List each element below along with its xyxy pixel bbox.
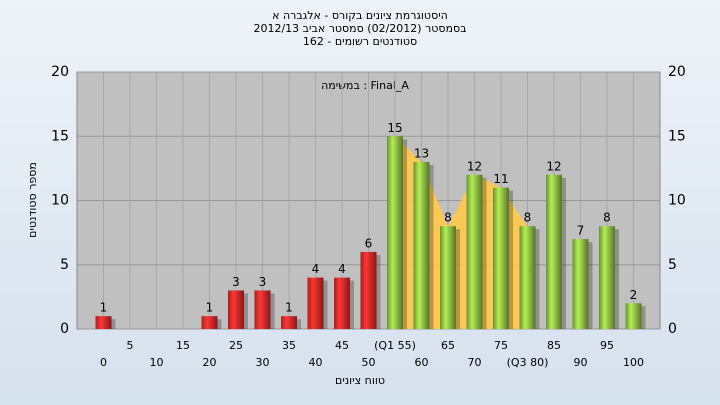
- bar: [625, 303, 642, 329]
- y-axis-title: מספר סטודנטים: [26, 162, 39, 238]
- annotation: במשימה : Final_A: [321, 79, 409, 92]
- x-tick-label: 50: [362, 356, 376, 369]
- x-axis-title: טווח ציונים: [335, 374, 385, 387]
- bar: [254, 290, 271, 329]
- x-tick-label: (Q3 80): [507, 356, 549, 369]
- data-label: 12: [467, 159, 482, 173]
- bar: [360, 251, 377, 329]
- bar: [519, 226, 536, 329]
- bar: [307, 277, 324, 329]
- x-tick-label: 40: [309, 356, 323, 369]
- chart-subtitle: בסמסטר (02/2012) סמסטר אביב 2012/13: [253, 22, 466, 35]
- bar: [281, 316, 297, 329]
- data-label: 2: [630, 288, 638, 302]
- x-tick-label: 25: [229, 339, 243, 352]
- y2-tick-label: 10: [668, 193, 686, 209]
- data-label: 8: [524, 211, 532, 225]
- x-tick-label: 10: [150, 356, 164, 369]
- x-tick-label: (Q1 55): [374, 339, 416, 352]
- x-tick-label: 65: [441, 339, 455, 352]
- data-label: 6: [365, 236, 373, 250]
- x-tick-label: 60: [415, 356, 429, 369]
- x-tick-label: 20: [203, 356, 217, 369]
- data-label: 13: [414, 146, 429, 160]
- x-tick-label: 5: [127, 339, 134, 352]
- data-label: 7: [577, 224, 585, 238]
- bar: [599, 226, 615, 329]
- data-label: 15: [387, 121, 402, 135]
- y2-tick-label: 5: [668, 257, 677, 273]
- x-tick-label: 85: [547, 339, 561, 352]
- bar: [95, 316, 112, 329]
- bar: [201, 316, 218, 329]
- x-tick-label: 35: [282, 339, 296, 352]
- data-label: 3: [232, 275, 240, 289]
- y-tick-label: 20: [51, 64, 69, 80]
- x-tick-label: 15: [176, 339, 190, 352]
- data-label: 12: [546, 159, 561, 173]
- bar: [413, 161, 430, 329]
- y2-tick-label: 15: [668, 128, 686, 144]
- data-label: 11: [493, 172, 508, 186]
- y-tick-label: 0: [60, 321, 69, 337]
- x-tick-label: 30: [256, 356, 270, 369]
- x-tick-label: 75: [494, 339, 508, 352]
- y-tick-label: 10: [51, 193, 69, 209]
- bar: [387, 136, 403, 329]
- bar: [493, 187, 509, 329]
- y-tick-label: 15: [51, 128, 69, 144]
- y-tick-label: 5: [60, 257, 69, 273]
- bar: [440, 226, 456, 329]
- data-label: 3: [259, 275, 267, 289]
- bar: [572, 239, 589, 329]
- x-tick-label: 95: [600, 339, 614, 352]
- data-label: 1: [206, 301, 214, 315]
- data-label: 1: [100, 301, 108, 315]
- data-label: 1: [285, 301, 293, 315]
- x-tick-label: 45: [335, 339, 349, 352]
- data-label: 4: [338, 262, 346, 276]
- x-tick-label: 0: [100, 356, 107, 369]
- x-tick-label: 90: [574, 356, 588, 369]
- bar: [228, 290, 244, 329]
- data-label: 8: [603, 211, 611, 225]
- bar: [546, 174, 562, 329]
- chart-title: היסטוגרמת ציונים בקורס - אלגברה א: [272, 9, 448, 22]
- y2-tick-label: 20: [668, 64, 686, 80]
- bar: [334, 277, 350, 329]
- bar: [466, 174, 483, 329]
- data-label: 4: [312, 262, 320, 276]
- x-tick-label: 100: [623, 356, 644, 369]
- y2-tick-label: 0: [668, 321, 677, 337]
- x-tick-label: 70: [468, 356, 482, 369]
- chart-subtitle: סטודנטים רשומים - 162: [303, 35, 417, 48]
- data-label: 8: [444, 211, 452, 225]
